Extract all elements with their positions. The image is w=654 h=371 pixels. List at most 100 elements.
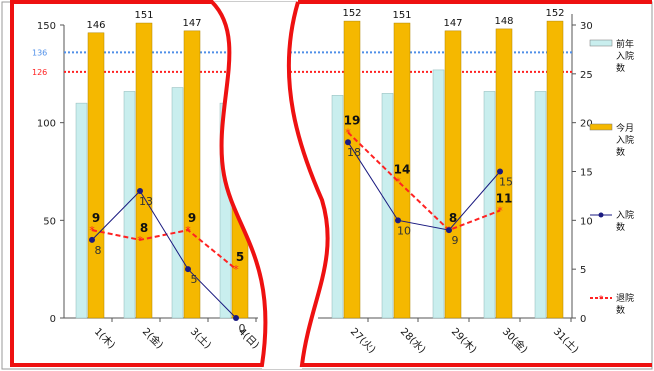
admit-right-point [395,217,401,224]
legend-label-3: 数 [616,304,625,316]
admit-data-label: 5 [191,273,198,286]
bar-value-label: 147 [182,18,201,29]
legend-label-1: 入院 [616,134,634,146]
bar-this-month-4 [343,20,361,319]
bar-value-label: 147 [443,18,462,29]
legend-label-1: 今月 [616,122,634,134]
legend-label-2: 数 [616,221,625,233]
bar-value-label: 151 [134,10,153,21]
discharge-left-point: * [185,224,191,237]
bar-this-month-2 [183,30,201,319]
bar-value-label: 152 [342,8,361,19]
discharge-left-point: * [89,224,95,237]
torn-border-left [10,0,268,367]
left-axis-tick-label: 50 [43,216,56,227]
bar-this-month-8 [546,20,564,319]
admit-right-point [446,227,452,234]
admit-data-label: 10 [397,224,411,237]
discharge-right-point: * [395,175,401,188]
category-label: 31(土) [551,325,582,356]
category-label: 28(水) [398,326,428,356]
bar-value-label: 146 [86,20,105,31]
bar-prev-year-8 [534,91,547,319]
discharge-data-label: 9 [188,211,196,225]
bar-this-month-0 [87,32,105,319]
legend-marker-3: * [599,294,604,305]
bar-value-label: 151 [392,10,411,21]
discharge-data-label: 9 [92,211,100,225]
admit-left-point [233,315,239,321]
bar-this-month-5 [393,22,411,319]
category-label: 3(土) [188,325,214,351]
legend-marker-2 [598,212,604,218]
discharge-left-point: * [137,234,143,247]
right-axis-tick-label: 5 [580,265,586,276]
discharge-left-line [91,229,237,270]
bar-prev-year-2 [171,87,184,319]
right-axis-tick-label: 20 [580,119,593,130]
right-axis-tick-label: 30 [580,21,593,32]
bar-prev-year-6 [432,69,445,319]
bar-this-month-7 [495,28,513,319]
right-axis-tick-label: 15 [580,168,593,179]
torn-gap-mask [212,2,328,369]
legend-label-0: 前年 [616,38,634,50]
admit-data-label: 13 [139,195,153,208]
admit-left-point [137,188,143,195]
left-axis-tick-label: 0 [50,314,56,325]
legend-swatch-0 [589,39,613,47]
category-label: 27(火) [348,326,378,356]
legend-label-1: 数 [616,146,625,158]
legend-swatch-1 [589,123,613,131]
discharge-left-point: * [233,263,239,276]
legend-label-3: 退院 [616,292,634,304]
category-label: 29(木) [449,326,479,356]
legend-label-0: 数 [616,62,625,74]
admit-right-point [345,139,351,146]
discharge-data-label: 19 [344,113,361,127]
bar-prev-year-0 [75,102,88,319]
right-axis-tick-label: 0 [580,314,586,325]
discharge-data-label: 8 [140,221,148,235]
bar-this-month-1 [135,22,153,319]
admit-data-label: 8 [95,244,102,257]
right-axis-tick-label: 10 [580,216,593,227]
bar-prev-year-7 [483,91,496,319]
bar-value-label: 152 [545,8,564,19]
discharge-right-point: * [345,126,351,139]
admit-right-point [497,168,503,175]
category-label: 2(金) [140,325,166,351]
legend-label-2: 入院 [616,209,634,221]
discharge-data-label: 5 [236,250,244,264]
legend-label-0: 入院 [616,50,634,62]
bar-value-label: 148 [494,16,513,27]
bar-this-month-6 [444,30,462,319]
admit-left-point [185,266,191,273]
category-label: 30(金) [500,325,531,356]
right-axis-tick-label: 25 [580,70,593,81]
discharge-data-label: 11 [496,192,513,206]
admit-data-label: 0 [239,322,246,335]
admit-data-label: 9 [452,234,459,247]
bar-prev-year-4 [331,95,344,319]
admit-data-label: 15 [499,176,513,189]
reference-line-label: 136 [32,48,47,57]
bar-prev-year-5 [381,93,394,319]
admit-left-point [89,236,95,243]
torn-border-right [286,0,652,367]
left-axis-tick-label: 150 [37,21,56,32]
admit-data-label: 18 [347,146,361,159]
category-label: 4(日) [236,326,261,351]
discharge-data-label: 14 [394,162,411,176]
bar-prev-year-1 [123,91,136,319]
admit-left-line [91,190,237,319]
discharge-right-line [347,131,501,232]
left-axis-tick-label: 100 [37,119,56,130]
discharge-data-label: 8 [449,211,457,225]
discharge-right-point: * [497,205,503,218]
admit-right-line [347,141,501,231]
category-label: 1(木) [92,326,118,352]
reference-line-label: 126 [32,68,47,77]
